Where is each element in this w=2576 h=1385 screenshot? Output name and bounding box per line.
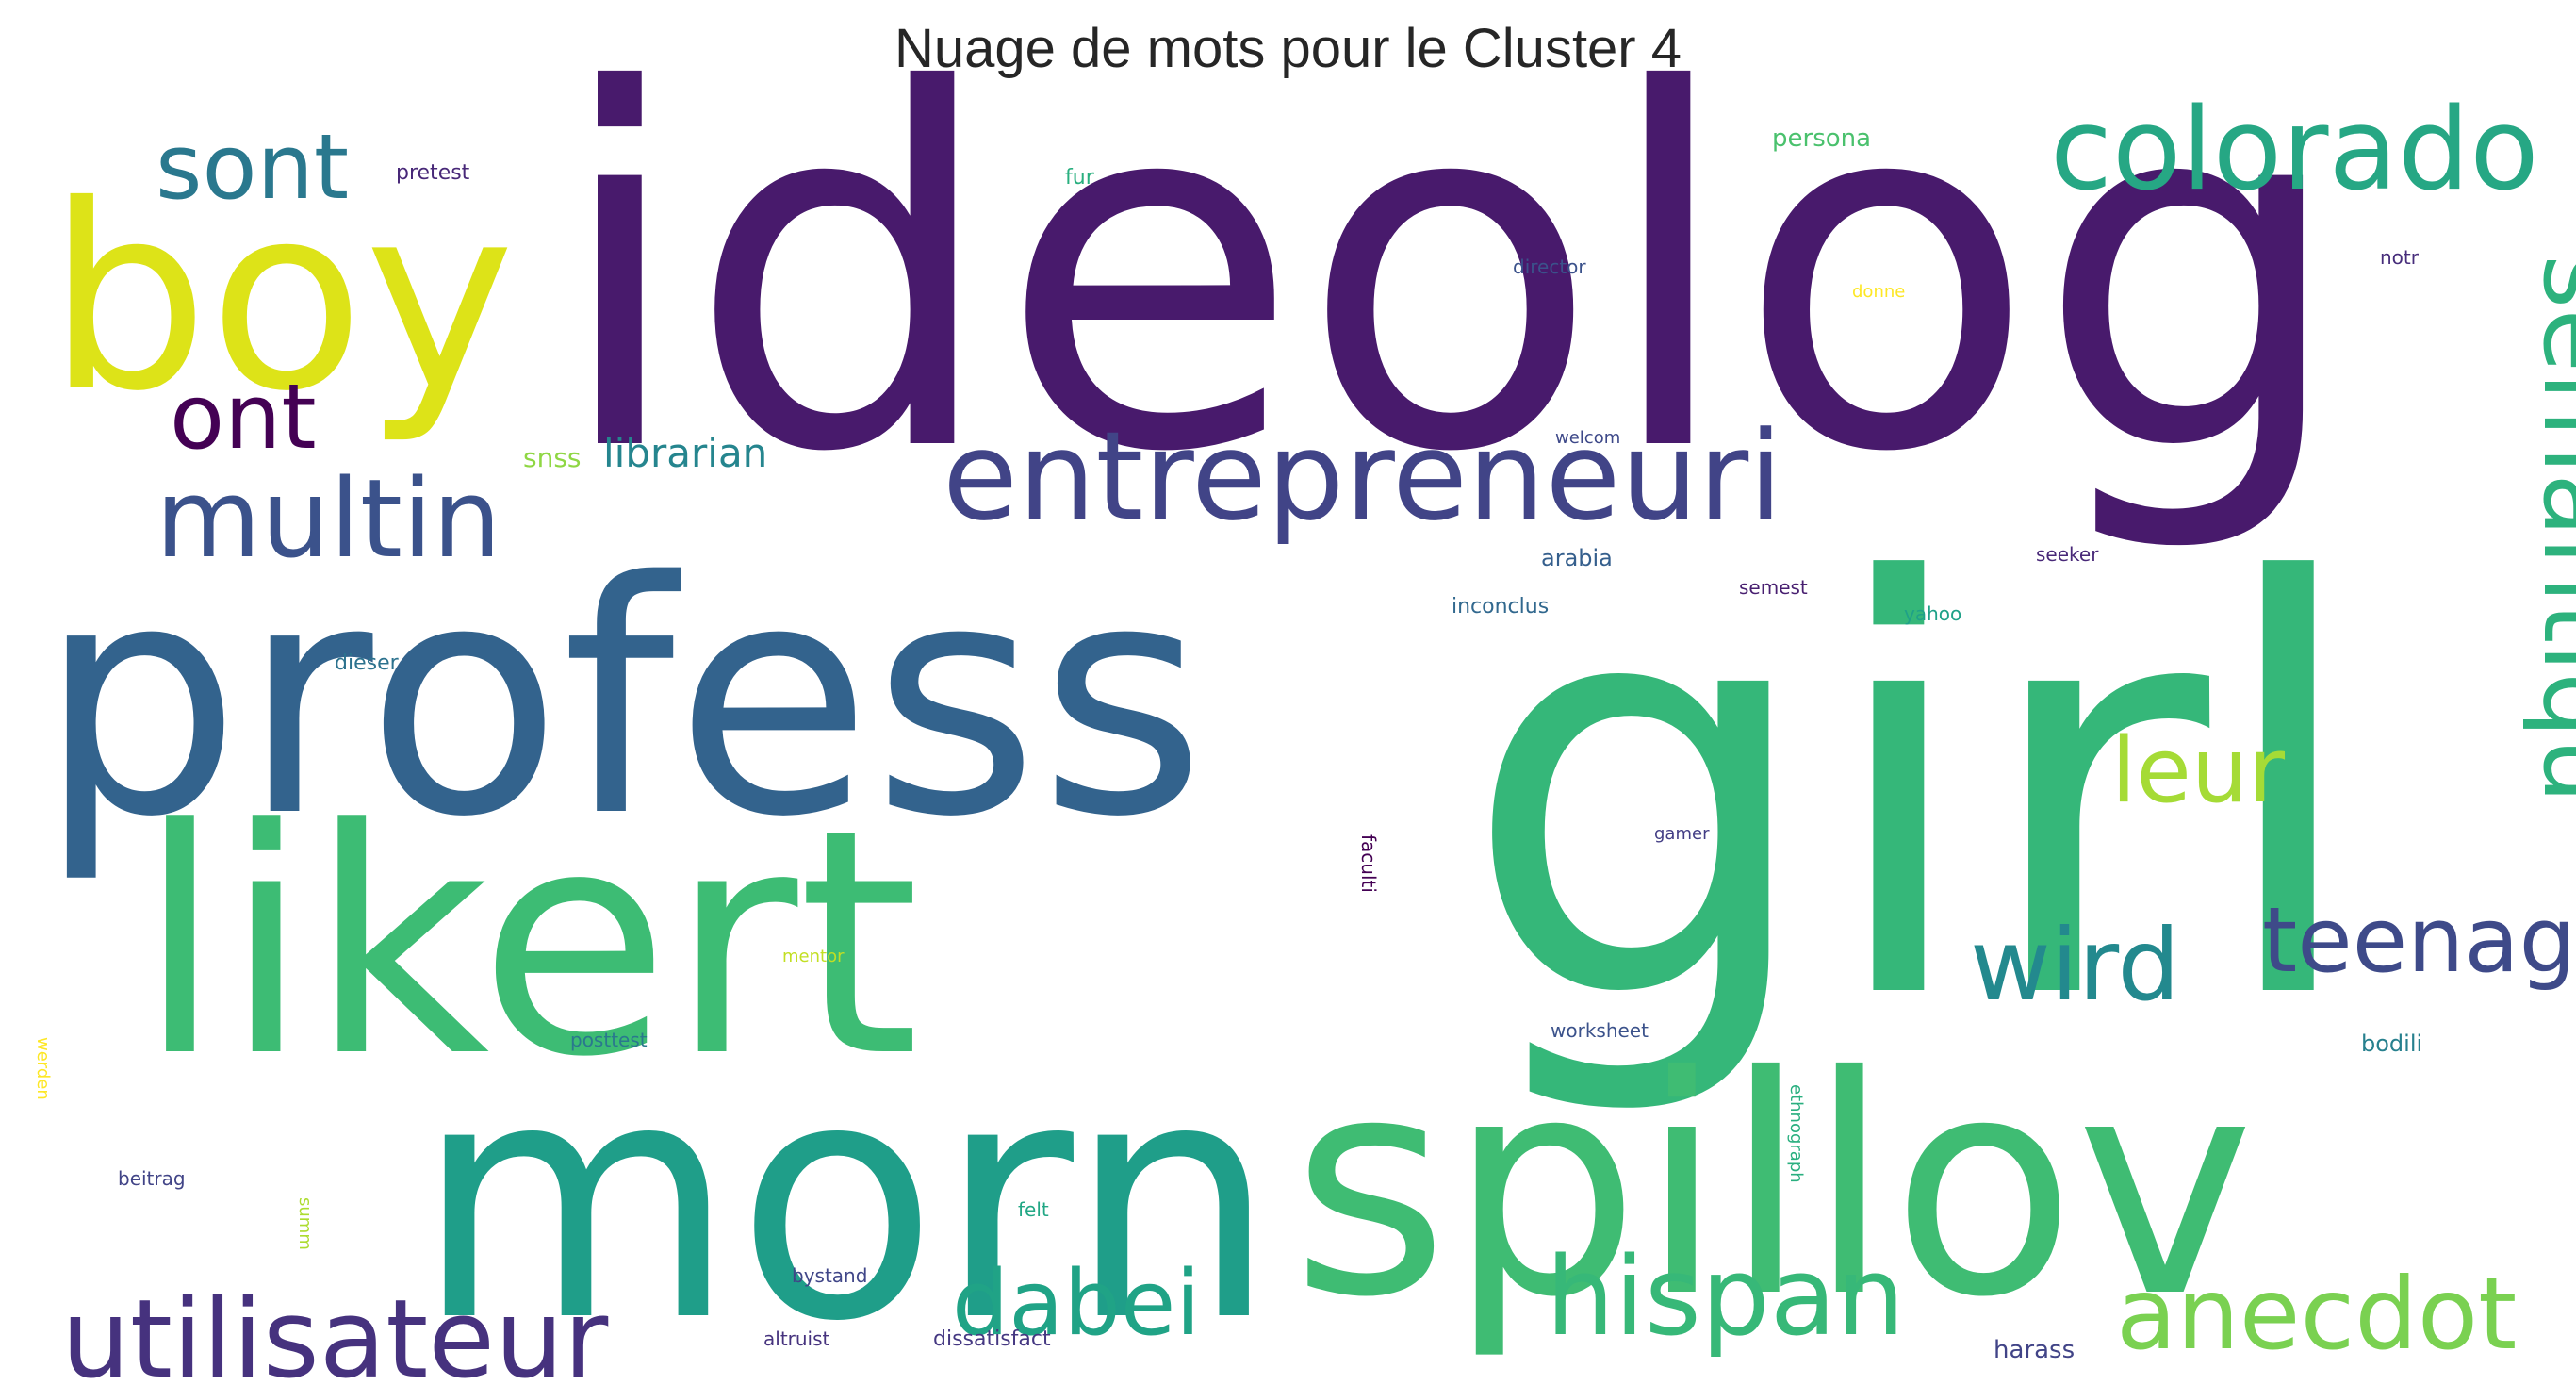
word-profess: profess (38, 514, 1206, 887)
word-director: director (1513, 256, 1586, 278)
word-mentor: mentor (782, 947, 845, 966)
word-worksheet: worksheet (1551, 1019, 1649, 1042)
word-spillov: spillov (1291, 1013, 2255, 1363)
word-entrepreneuri: entrepreneuri (943, 404, 1782, 548)
word-gamer: gamer (1654, 824, 1710, 844)
word-ideolog: ideolog (551, 0, 2347, 559)
word-faculti: faculti (1357, 834, 1380, 893)
word-hispan: hispan (1546, 1234, 1905, 1360)
word-teenag: teenag (2262, 889, 2576, 993)
chart-title: Nuage de mots pour le Cluster 4 (894, 18, 1682, 79)
word-dabei: dabei (952, 1252, 1201, 1356)
word-morn: morn (415, 1009, 1277, 1385)
word-werden: werden (33, 1037, 53, 1100)
word-bystand: bystand (792, 1264, 867, 1287)
word-arabia: arabia (1541, 545, 1613, 571)
word-notr: notr (2380, 246, 2420, 269)
word-sont: sont (156, 116, 349, 220)
word-dissatisfact: dissatisfact (933, 1327, 1051, 1351)
word-multin: multin (156, 456, 501, 583)
word-likert: likert (137, 763, 920, 1125)
word-welcom: welcom (1555, 428, 1620, 448)
word-anecdot: anecdot (2116, 1257, 2517, 1372)
word-summ: summ (295, 1197, 315, 1250)
word-felt: felt (1018, 1198, 1049, 1221)
word-semest: semest (1739, 576, 1808, 599)
word-seeker: seeker (2036, 543, 2099, 566)
word-posttest: posttest (570, 1029, 648, 1051)
word-yahoo: yahoo (1904, 602, 1961, 625)
word-dieser: dieser (335, 651, 400, 675)
word-fur: fur (1065, 166, 1095, 190)
word-beitrag: beitrag (118, 1167, 186, 1190)
word-wird: wird (1970, 908, 2180, 1023)
word-librarian: librarian (603, 430, 767, 476)
word-ethnograph: ethnograph (1786, 1084, 1806, 1183)
word-colorado: colorado (2050, 85, 2539, 216)
word-snss: snss (523, 442, 582, 473)
word-altruist: altruist (763, 1327, 830, 1350)
word-donne: donne (1852, 282, 1905, 302)
word-utilisateur: utilisateur (61, 1277, 609, 1385)
word-girl: girl (1461, 465, 2367, 1124)
word-harass: harass (1994, 1336, 2075, 1364)
word-persona: persona (1772, 124, 1871, 153)
word-semantiqu: semantiqu (2520, 255, 2576, 804)
word-pretest: pretest (396, 161, 470, 185)
word-bodili: bodili (2361, 1031, 2422, 1057)
word-boy: boy (47, 150, 515, 447)
word-inconclus: inconclus (1452, 595, 1549, 618)
word-leur: leur (2111, 719, 2286, 823)
word-ont: ont (170, 366, 317, 470)
